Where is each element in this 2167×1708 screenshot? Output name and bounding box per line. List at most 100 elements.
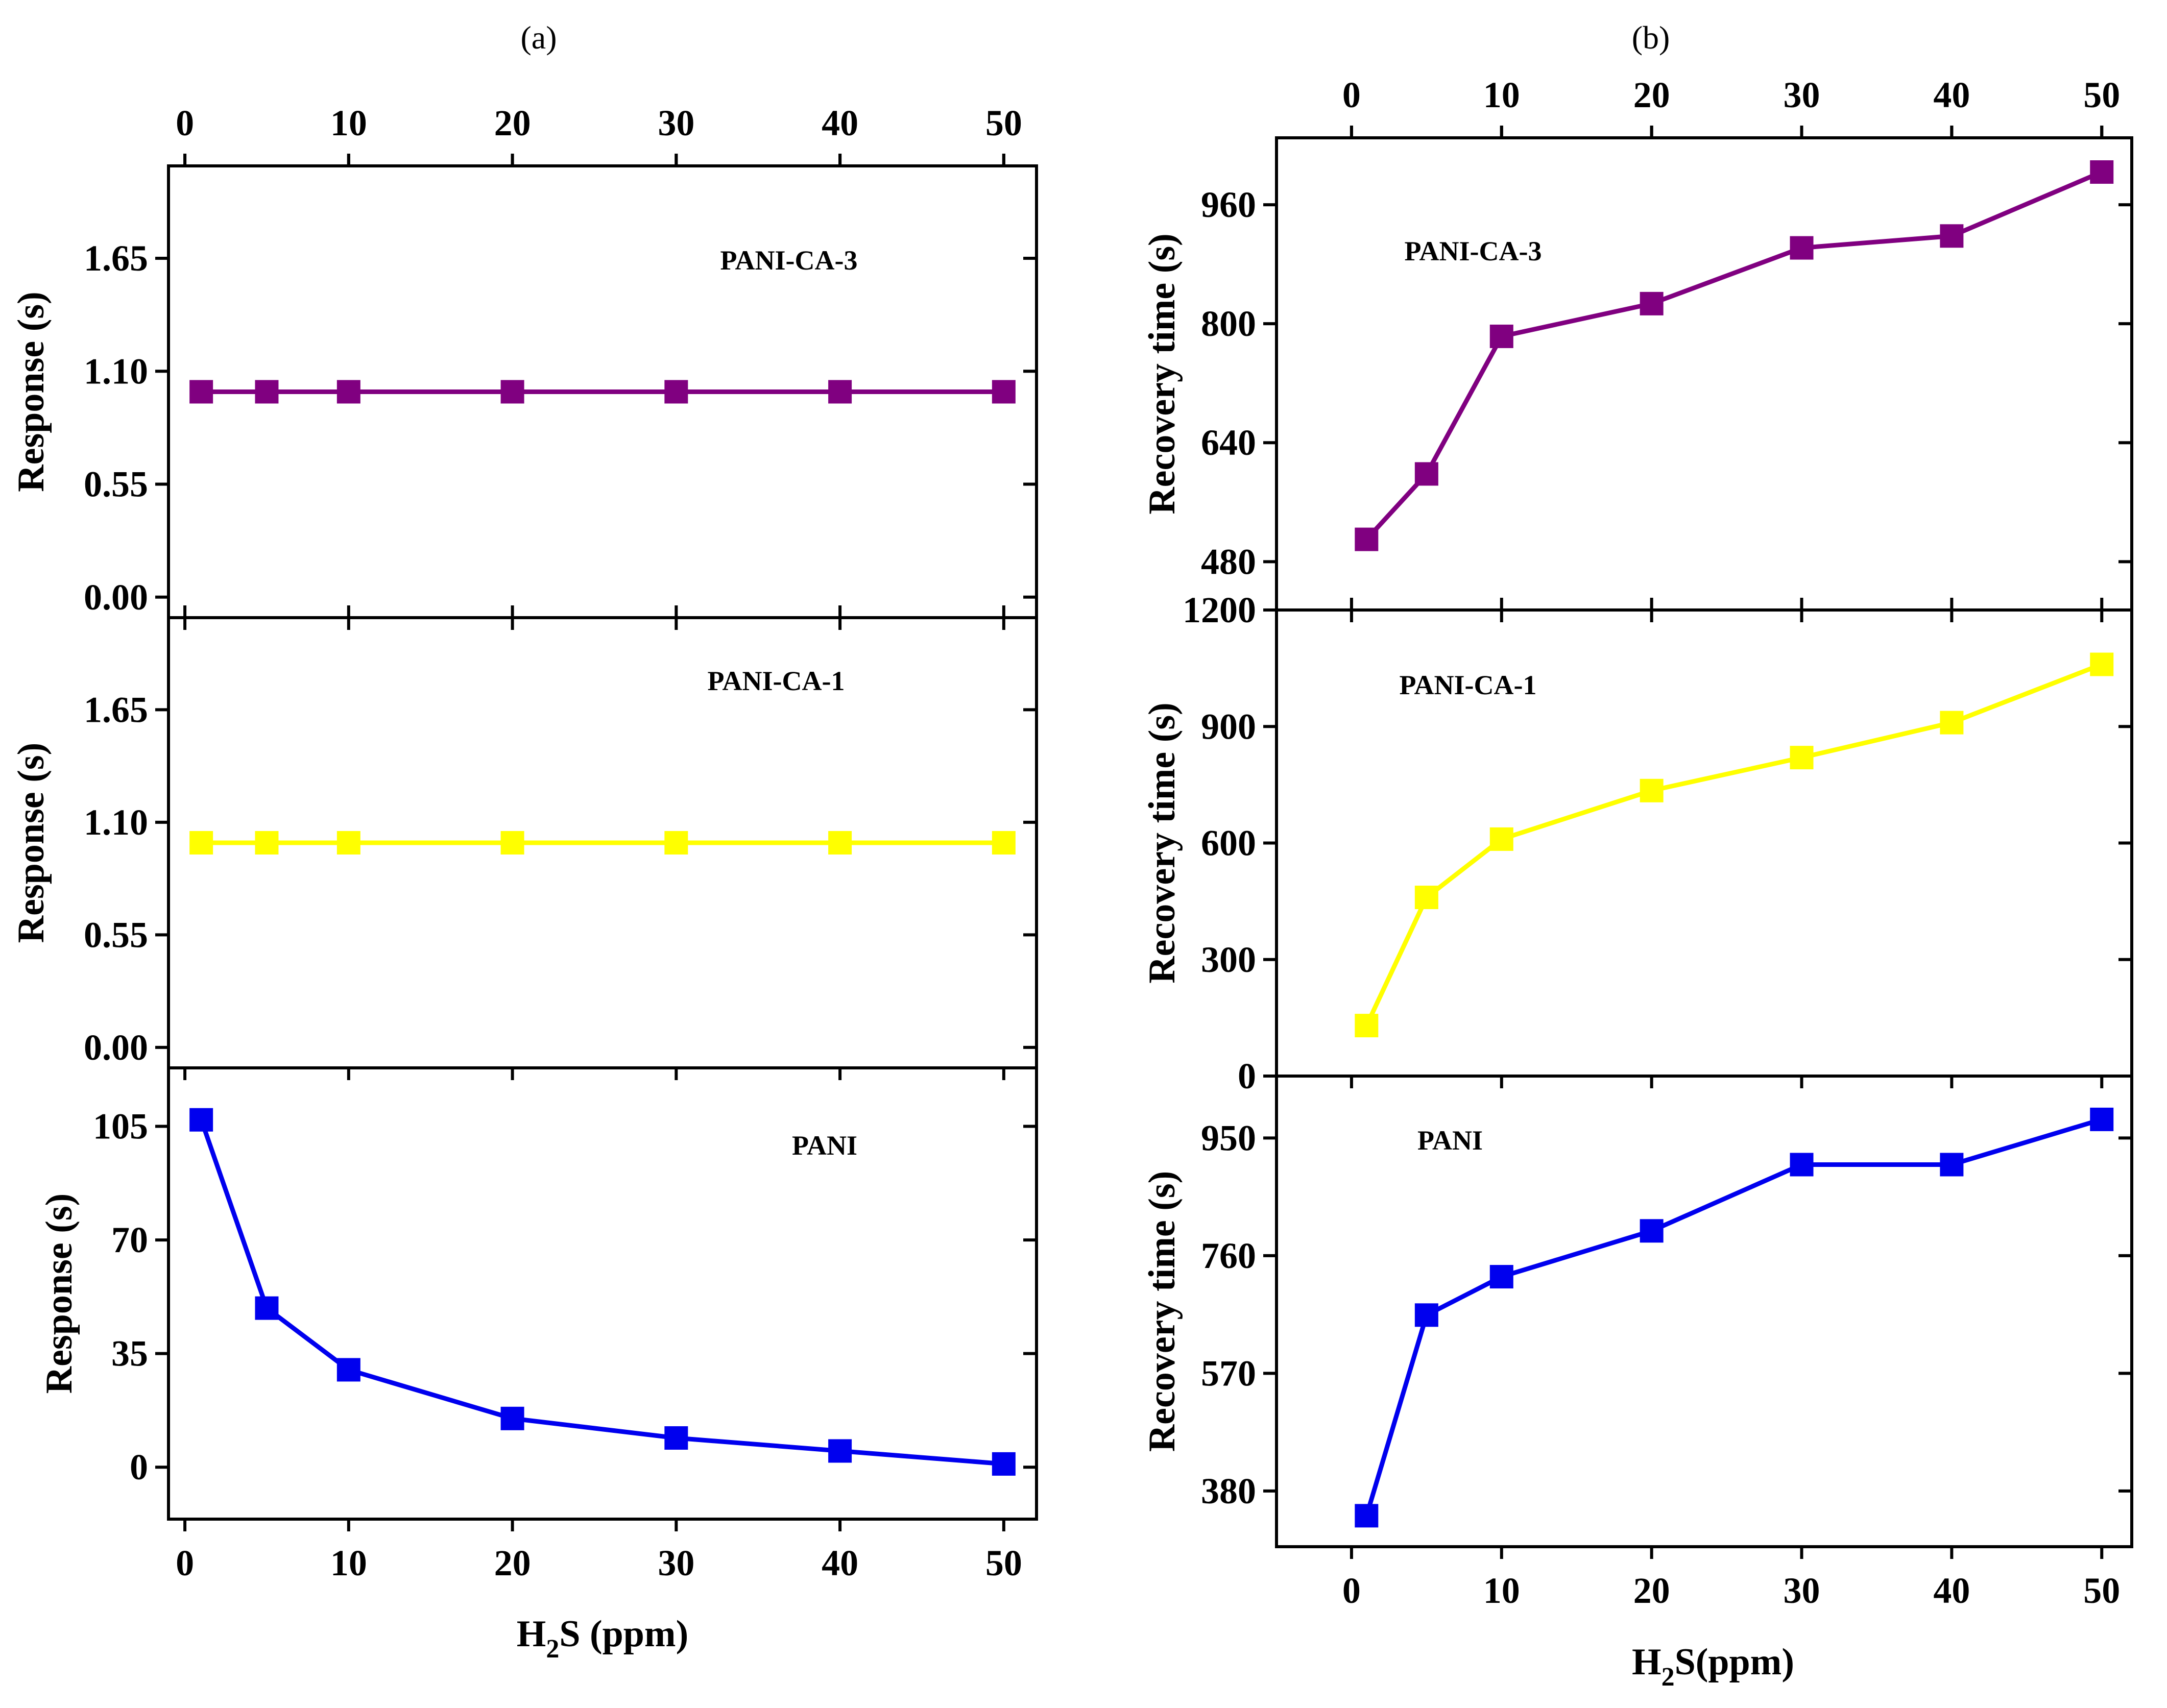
y-tick-label: 960 bbox=[1201, 184, 1256, 225]
data-point bbox=[1790, 746, 1814, 770]
data-point bbox=[189, 831, 213, 855]
x-tick-label: 20 bbox=[494, 1543, 531, 1583]
x-axis-title-a-main: H bbox=[517, 1613, 546, 1655]
data-point bbox=[1355, 1504, 1379, 1528]
x-tick-label: 20 bbox=[1633, 1570, 1670, 1611]
y-axis-title: Recovery time (s) bbox=[1141, 702, 1183, 984]
x-tick-label-top: 50 bbox=[2083, 75, 2120, 115]
data-point bbox=[2090, 1107, 2114, 1131]
data-point bbox=[1940, 224, 1964, 248]
y-tick-label: 1.65 bbox=[84, 238, 148, 279]
x-tick-label: 40 bbox=[822, 1543, 858, 1583]
data-point bbox=[1355, 1014, 1379, 1038]
y-tick-label: 105 bbox=[93, 1106, 148, 1146]
series-line bbox=[1364, 169, 2103, 541]
x-tick-label: 0 bbox=[1342, 1570, 1361, 1611]
panel-3: 0 35 70 105 0 10 20 30 40 50 Response (s) PANI bbox=[38, 1066, 1038, 1583]
x-tick-label: 10 bbox=[1483, 1570, 1520, 1611]
data-point bbox=[189, 1108, 213, 1132]
data-point bbox=[1640, 1219, 1664, 1243]
data-point bbox=[500, 831, 524, 855]
data-point bbox=[255, 1296, 279, 1320]
y-tick-label: 950 bbox=[1201, 1117, 1256, 1158]
x-tick-label-top: 30 bbox=[658, 103, 694, 143]
data-point bbox=[255, 831, 279, 855]
data-point bbox=[1414, 886, 1438, 910]
data-point bbox=[992, 831, 1016, 855]
y-tick-label: 600 bbox=[1201, 823, 1256, 864]
x-tick-label-top: 0 bbox=[1342, 75, 1361, 115]
x-axis-title-b: H2S(ppm) bbox=[1632, 1641, 1794, 1692]
series-label: PANI bbox=[1417, 1125, 1483, 1156]
x-tick-label: 50 bbox=[985, 1543, 1022, 1583]
x-tick-label: 0 bbox=[176, 1543, 194, 1583]
data-point bbox=[828, 380, 852, 404]
y-tick-label: 300 bbox=[1201, 939, 1256, 980]
x-tick-label-top: 50 bbox=[985, 103, 1022, 143]
data-point bbox=[500, 1406, 524, 1430]
y-tick-label: 800 bbox=[1201, 303, 1256, 344]
series-label: PANI-CA-3 bbox=[720, 245, 858, 276]
series-label: PANI-CA-1 bbox=[1400, 670, 1537, 700]
x-tick-label: 30 bbox=[1784, 1570, 1820, 1611]
panel-label-a: (a) bbox=[520, 19, 557, 56]
x-tick-label: 50 bbox=[2083, 1570, 2120, 1611]
x-tick-label: 30 bbox=[658, 1543, 694, 1583]
y-tick-label: 1.10 bbox=[84, 351, 148, 392]
x-tick-label: 10 bbox=[330, 1543, 367, 1583]
y-tick-label: 900 bbox=[1201, 706, 1256, 747]
x-axis-title-b-main: H bbox=[1632, 1641, 1662, 1683]
data-point bbox=[664, 1426, 688, 1450]
data-point bbox=[992, 380, 1016, 404]
y-tick-label: 640 bbox=[1201, 422, 1256, 463]
y-tick-label: 1200 bbox=[1183, 590, 1256, 630]
series-label: PANI-CA-3 bbox=[1405, 236, 1542, 266]
data-point bbox=[1489, 1265, 1513, 1289]
y-tick-label: 480 bbox=[1201, 541, 1256, 582]
y-tick-label: 0 bbox=[130, 1447, 148, 1487]
y-axis-title: Recovery time (s) bbox=[1141, 1171, 1183, 1452]
data-point bbox=[189, 380, 213, 404]
data-point bbox=[500, 380, 524, 404]
panel-5: 0 300 600 900 1200 Recovery time (s) PANI-CA-1 bbox=[1141, 590, 2133, 1096]
x-axis-title-b-sub: 2 bbox=[1662, 1663, 1675, 1692]
data-point bbox=[2090, 652, 2114, 676]
y-tick-label: 35 bbox=[111, 1333, 148, 1374]
panel-4: 480 640 800 960 0 10 20 30 40 50 Recovery time (s)… bbox=[1141, 75, 2133, 622]
data-point bbox=[1940, 711, 1964, 735]
data-point bbox=[1640, 778, 1664, 802]
x-axis-title-a-sub: 2 bbox=[546, 1634, 559, 1664]
data-point bbox=[828, 1439, 852, 1463]
y-axis-title: Response (s) bbox=[10, 743, 52, 943]
y-axis-title: Response (s) bbox=[10, 291, 52, 492]
x-tick-label-top: 10 bbox=[1483, 75, 1520, 115]
series-line bbox=[199, 1119, 1004, 1467]
data-point bbox=[1414, 462, 1438, 486]
x-tick-label-top: 20 bbox=[494, 103, 531, 143]
x-tick-label-top: 10 bbox=[330, 103, 367, 143]
x-axis-title-a-rest: S (ppm) bbox=[559, 1613, 688, 1655]
data-point bbox=[1790, 1153, 1814, 1177]
y-tick-label: 70 bbox=[111, 1219, 148, 1260]
data-point bbox=[1790, 236, 1814, 260]
x-axis-title-b-rest: S(ppm) bbox=[1675, 1641, 1794, 1683]
series-line bbox=[1364, 1117, 2103, 1517]
data-point bbox=[336, 380, 360, 404]
data-point bbox=[1489, 827, 1513, 851]
plot-frame bbox=[1275, 1075, 2133, 1548]
plot-frame bbox=[1275, 136, 2133, 612]
data-point bbox=[992, 1452, 1016, 1476]
chart-panels: 0.00 0.55 1.10 1.65 0 10 20 30 40 50 Response (s) P… bbox=[10, 75, 2133, 1611]
x-tick-label-top: 40 bbox=[822, 103, 858, 143]
data-point bbox=[336, 1358, 360, 1382]
data-point bbox=[1414, 1303, 1438, 1327]
panel-label-b: (b) bbox=[1632, 19, 1670, 56]
data-point bbox=[336, 831, 360, 855]
data-point bbox=[2090, 160, 2114, 184]
series-label: PANI bbox=[792, 1130, 857, 1161]
y-tick-label: 760 bbox=[1201, 1235, 1256, 1276]
series-line bbox=[1364, 662, 2103, 1027]
data-point bbox=[1640, 291, 1664, 315]
y-tick-label: 1.65 bbox=[84, 689, 148, 730]
